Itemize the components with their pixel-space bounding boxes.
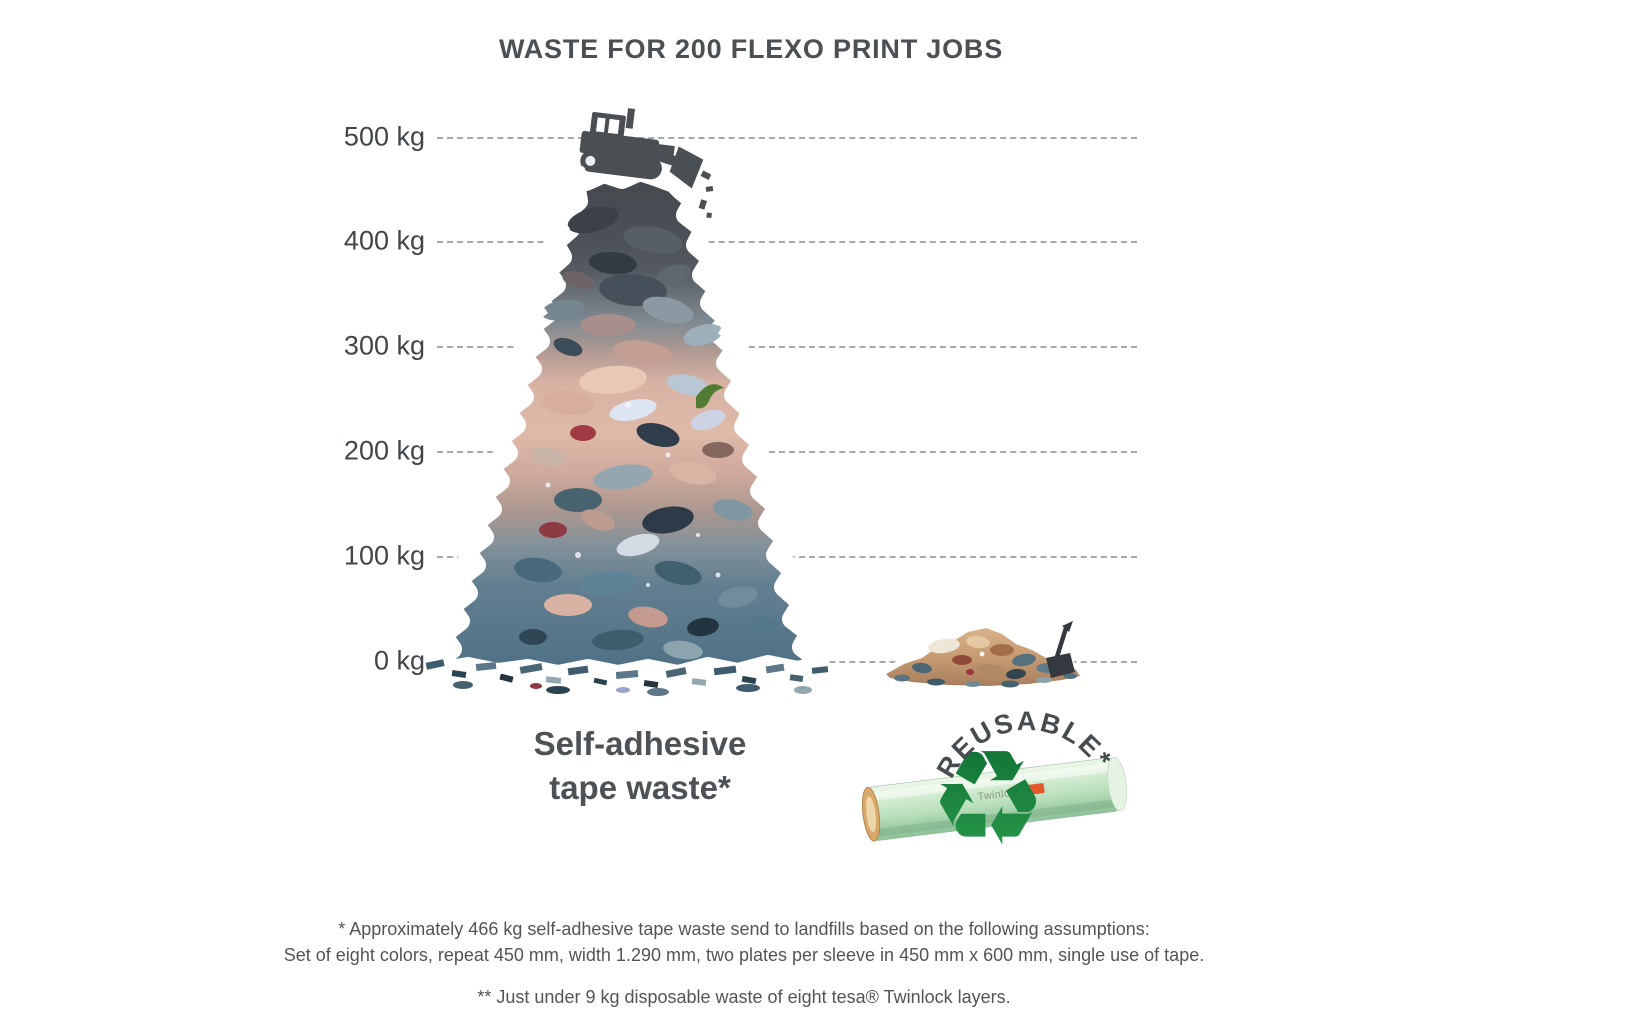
- footnote-line1: * Approximately 466 kg self-adhesive tap…: [338, 919, 1150, 939]
- small-waste-pile: [880, 621, 1086, 692]
- y-tick-400: 400 kg: [343, 225, 425, 256]
- big-pile-caption-line2: tape waste*: [549, 768, 731, 806]
- gridline-200: [437, 451, 1137, 453]
- chart-title: WASTE FOR 200 FLEXO PRINT JOBS: [498, 34, 1004, 64]
- gridline-400: [437, 241, 1137, 243]
- big-pile-caption-line1: Self-adhesive: [533, 725, 747, 762]
- big-waste-pile: [425, 108, 830, 696]
- big-pile-shape: [428, 161, 830, 685]
- y-tick-0: 0 kg: [373, 645, 425, 676]
- tesa-logo-icon: [1026, 783, 1045, 795]
- gridline-300: [437, 346, 1137, 348]
- shovel-icon: [1046, 621, 1075, 678]
- big-pile-base-debris: [425, 659, 829, 696]
- y-tick-100: 100 kg: [343, 540, 425, 571]
- footnote-line3: ** Just under 9 kg disposable waste of e…: [477, 987, 1011, 1008]
- big-pile-caption: Self-adhesive tape waste*: [450, 722, 830, 809]
- recycle-icon: ♻: [929, 722, 1047, 876]
- y-tick-200: 200 kg: [343, 435, 425, 466]
- big-pile-trash-texture: [514, 206, 779, 660]
- bulldozer-icon: [577, 108, 714, 219]
- footnote-line2: Set of eight colors, repeat 450 mm, widt…: [283, 945, 1205, 966]
- tape-roll: Twinlock: [861, 756, 1128, 842]
- y-tick-500: 500 kg: [343, 121, 425, 152]
- footnotes: * Approximately 466 kg self-adhesive tap…: [144, 916, 1344, 1010]
- tape-roll-label: Twinlock: [977, 786, 1023, 803]
- gridline-500: [437, 137, 1137, 139]
- small-pile-trash-texture: [894, 635, 1077, 688]
- reusable-group: Twinlock ♻ REUSABLE**: [843, 662, 1128, 876]
- y-tick-300: 300 kg: [343, 330, 425, 361]
